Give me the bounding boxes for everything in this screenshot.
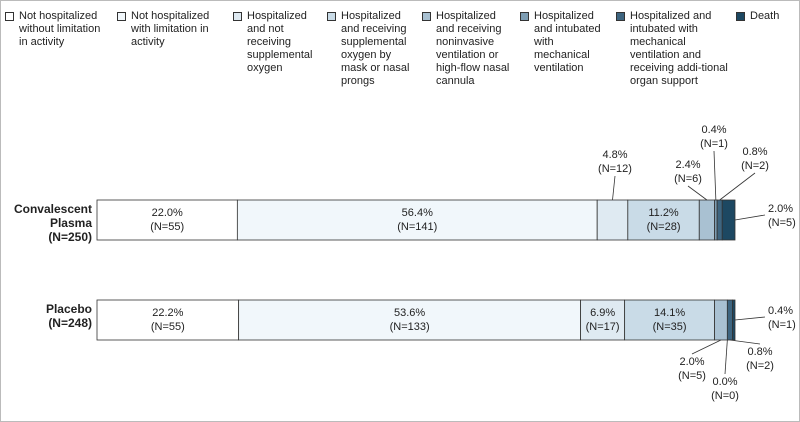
legend-item: Not hospitalized with limitation in acti…	[117, 10, 229, 100]
bar-segment	[624, 299, 715, 341]
leader-line	[734, 316, 766, 321]
legend-item: Death	[736, 10, 796, 100]
count-label: (N=2)	[746, 360, 774, 372]
value-label: 2.0%	[768, 203, 793, 215]
legend-label: Death	[750, 10, 780, 22]
category-name: Placebo	[45, 302, 92, 316]
value-label: 0.0%	[712, 376, 737, 388]
count-label: (N=12)	[598, 163, 632, 175]
count-label: (N=55)	[150, 221, 184, 233]
count-label: (N=5)	[768, 217, 796, 229]
count-label: (N=55)	[151, 321, 185, 333]
leader-line	[719, 172, 756, 201]
legend-item: Hospitalized and receiving supplemental …	[327, 10, 418, 100]
count-label: (N=2)	[741, 160, 769, 172]
legend-label: Not hospitalized with limitation in acti…	[131, 10, 210, 48]
count-label: (N=17)	[586, 321, 620, 333]
value-label: 2.0%	[679, 356, 704, 368]
value-label: 56.4%	[402, 207, 433, 219]
count-label: (N=133)	[390, 321, 430, 333]
legend-swatch	[5, 12, 14, 21]
category-label: Convalescent Plasma (N=250)	[2, 202, 92, 244]
bar-segment	[238, 299, 582, 341]
leader-line	[724, 339, 728, 375]
count-label: (N=1)	[700, 138, 728, 150]
legend-item: Hospitalized and receiving noninvasive v…	[422, 10, 516, 100]
bar-segment	[627, 199, 700, 241]
value-label: 53.6%	[394, 307, 425, 319]
value-label: 0.4%	[768, 305, 793, 317]
bar-segment	[716, 199, 723, 241]
category-label: Placebo (N=248)	[2, 302, 92, 330]
bar-segment	[726, 299, 733, 341]
legend-item: Hospitalized and not receiving supplemen…	[233, 10, 323, 100]
bar-segment	[236, 199, 598, 241]
legend-item: Hospitalized and intubated with mechanic…	[616, 10, 732, 100]
leader-line	[729, 339, 761, 345]
category-count: (N=248)	[48, 316, 92, 330]
legend-label: Hospitalized and intubated with mechanic…	[630, 10, 728, 87]
leader-line	[612, 175, 616, 201]
legend-item: Hospitalized and intubated with mechanic…	[520, 10, 612, 100]
legend-label: Hospitalized and intubated with mechanic…	[534, 10, 601, 74]
bar-segment	[96, 199, 238, 241]
value-label: 22.2%	[152, 307, 183, 319]
bar-segment	[596, 199, 629, 241]
leader-line	[713, 150, 717, 201]
bar-segment	[732, 299, 736, 341]
legend-swatch	[422, 12, 431, 21]
value-label: 6.9%	[590, 307, 615, 319]
count-label: (N=0)	[711, 390, 739, 402]
bar-segment	[96, 299, 240, 341]
count-label: (N=35)	[653, 321, 687, 333]
legend-swatch	[117, 12, 126, 21]
legend-swatch	[233, 12, 242, 21]
bar-segment	[714, 299, 728, 341]
value-label: 0.8%	[742, 146, 767, 158]
legend-swatch	[327, 12, 336, 21]
bar-segment	[698, 199, 715, 241]
value-label: 0.4%	[701, 124, 726, 136]
legend-swatch	[736, 12, 745, 21]
leader-line	[691, 339, 722, 355]
value-label: 4.8%	[602, 149, 627, 161]
legend-swatch	[520, 12, 529, 21]
count-label: (N=6)	[674, 173, 702, 185]
legend-item: Not hospitalized without limitation in a…	[5, 10, 113, 100]
value-label: 11.2%	[648, 207, 679, 219]
bar-segment	[580, 299, 626, 341]
legend-label: Hospitalized and not receiving supplemen…	[247, 10, 313, 74]
category-name: Convalescent Plasma	[13, 202, 92, 230]
bar-segment	[721, 199, 736, 241]
category-count: (N=250)	[48, 230, 92, 244]
count-label: (N=141)	[397, 221, 437, 233]
legend-label: Hospitalized and receiving noninvasive v…	[436, 10, 510, 87]
value-label: 14.1%	[654, 307, 685, 319]
value-label: 2.4%	[675, 159, 700, 171]
count-label: (N=1)	[768, 319, 796, 331]
leader-line	[687, 185, 708, 201]
count-label: (N=28)	[647, 221, 681, 233]
value-label: 22.0%	[152, 207, 183, 219]
legend-swatch	[616, 12, 625, 21]
value-label: 0.8%	[747, 346, 772, 358]
count-label: (N=5)	[678, 370, 706, 382]
leader-line	[734, 214, 766, 221]
legend-label: Not hospitalized without limitation in a…	[19, 10, 101, 48]
legend-label: Hospitalized and receiving supplemental …	[341, 10, 410, 87]
